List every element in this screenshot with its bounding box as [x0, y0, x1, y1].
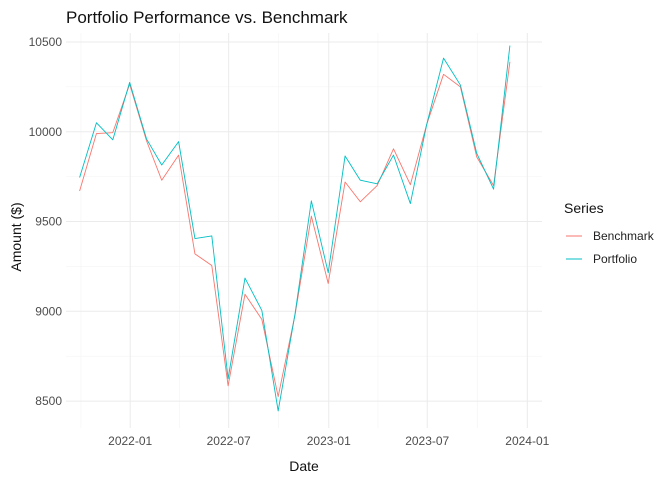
- legend: Series Benchmark Portfolio: [564, 200, 655, 266]
- x-axis-title: Date: [289, 458, 319, 474]
- y-tick-label: 10500: [29, 35, 63, 49]
- legend-title: Series: [564, 200, 604, 216]
- legend-items: Benchmark Portfolio: [566, 229, 655, 266]
- series-line-benchmark: [79, 61, 511, 398]
- y-tick-label: 10000: [29, 125, 63, 139]
- y-axis-title: Amount ($): [8, 202, 24, 271]
- x-tick-label: 2023-01: [307, 434, 351, 448]
- x-tick-label: 2024-01: [505, 434, 549, 448]
- x-tick-label: 2023-07: [405, 434, 449, 448]
- y-tick-label: 9500: [35, 215, 62, 229]
- y-tick-label: 9000: [35, 304, 62, 318]
- series-lines: [79, 45, 511, 412]
- legend-label-benchmark: Benchmark: [593, 229, 655, 243]
- chart-title: Portfolio Performance vs. Benchmark: [66, 8, 348, 27]
- x-tick-label: 2022-01: [108, 434, 152, 448]
- legend-label-portfolio: Portfolio: [593, 252, 637, 266]
- x-tick-label: 2022-07: [207, 434, 251, 448]
- series-line-portfolio: [79, 45, 511, 412]
- grid: [66, 33, 542, 428]
- y-tick-label: 8500: [35, 394, 62, 408]
- x-axis-ticks: 2022-01 2022-07 2023-01 2023-07 2024-01: [108, 434, 549, 448]
- y-axis-ticks: 8500 9000 9500 10000 10500: [29, 35, 63, 408]
